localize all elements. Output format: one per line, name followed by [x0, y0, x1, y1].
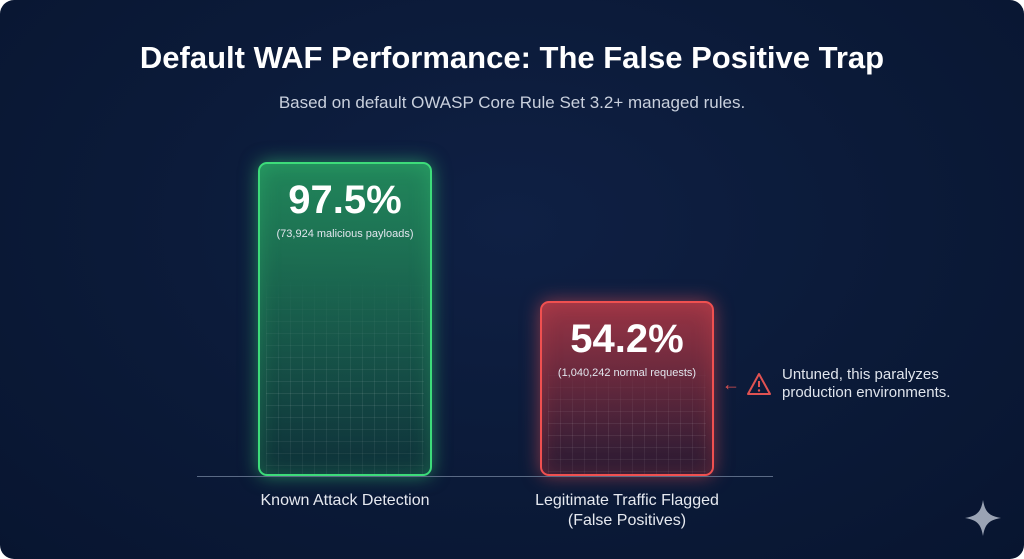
bar-sub-label: (1,040,242 normal requests): [557, 367, 697, 380]
annotation: ← Untuned, this paralyzes production env…: [722, 366, 950, 402]
bar-1: 54.2% (1,040,242 normal requests): [540, 301, 714, 476]
bar-value-label: 54.2%: [570, 317, 684, 362]
bar-0: 97.5% (73,924 malicious payloads): [258, 162, 432, 476]
category-label-line: Known Attack Detection: [260, 492, 430, 509]
category-label-line: (False Positives): [567, 512, 687, 529]
category-label: Known Attack Detection: [195, 491, 495, 511]
category-label: Legitimate Traffic Flagged (False Positiv…: [477, 491, 777, 531]
chart-title: Default WAF Performance: The False Posit…: [139, 40, 885, 75]
annotation-line-2: production environments.: [782, 384, 951, 401]
bar-grid-texture: [548, 363, 706, 474]
bar-sub-label: (73,924 malicious payloads): [276, 228, 414, 241]
chart-subtitle: Based on default OWASP Core Rule Set 3.2…: [278, 93, 746, 112]
category-label-line: Legitimate Traffic Flagged: [535, 492, 719, 509]
annotation-line-1: Untuned, this paralyzes: [782, 366, 939, 383]
bar-value-label: 97.5%: [288, 178, 402, 223]
sparkle-icon: [965, 500, 1001, 536]
warning-triangle-icon: [747, 373, 771, 395]
bar-grid-texture: [266, 272, 424, 474]
x-axis-baseline: [197, 476, 773, 477]
arrow-left-icon: ←: [722, 373, 740, 394]
